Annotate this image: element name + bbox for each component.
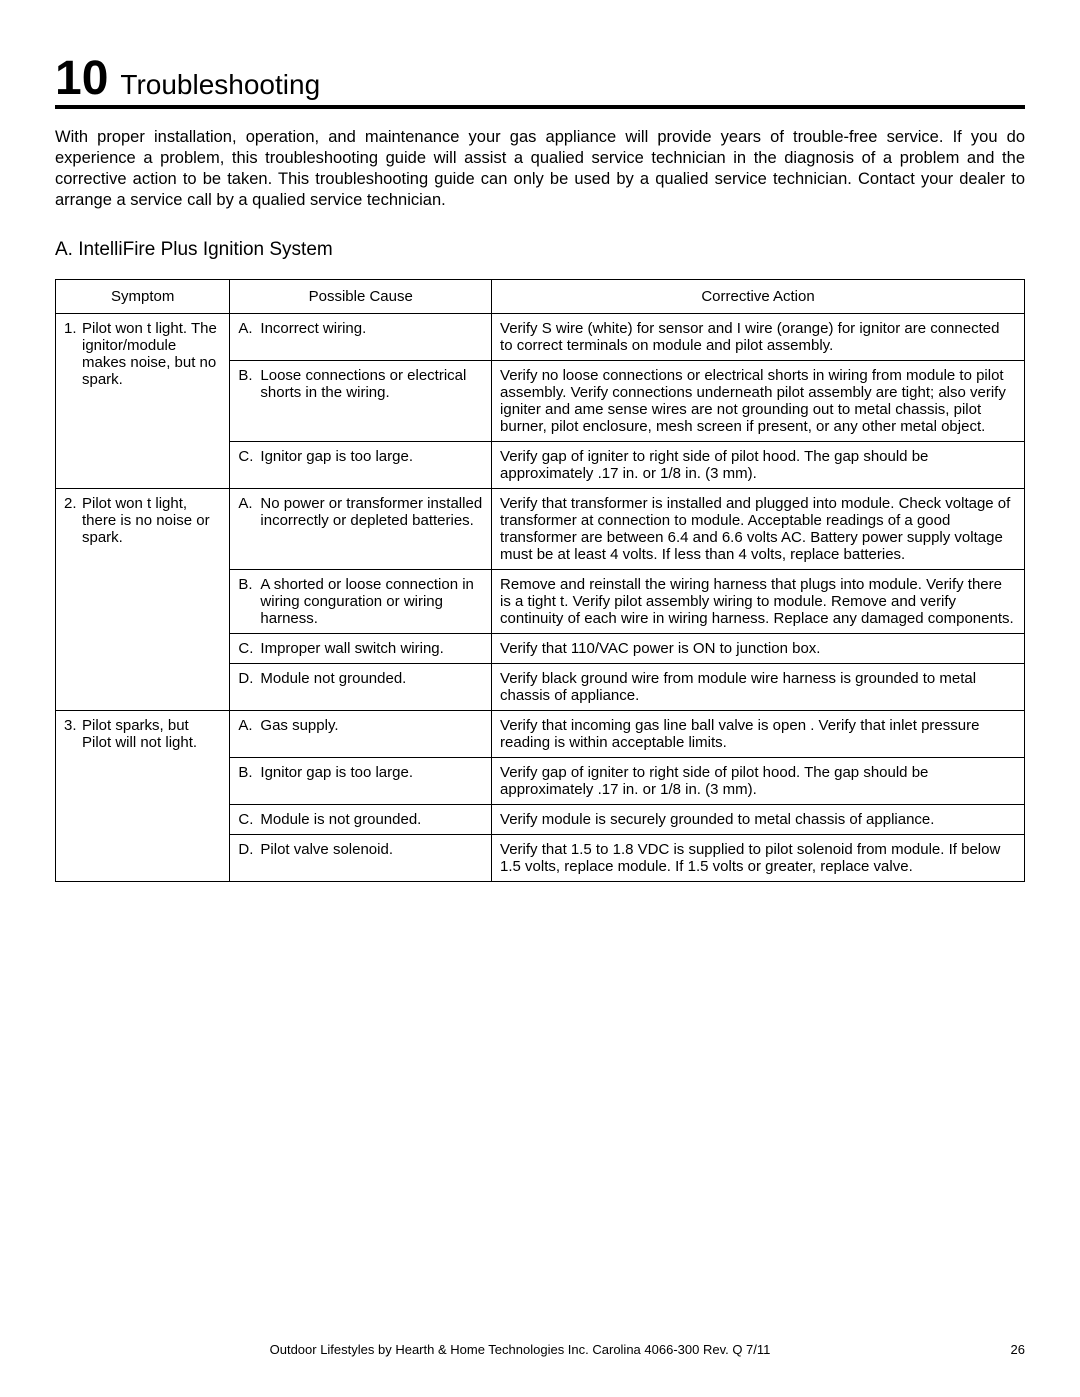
- cause-cell: C.Module is not grounded.: [230, 805, 492, 835]
- cause-text: Ignitor gap is too large.: [260, 764, 483, 781]
- symptom-cell: 2.Pilot won t light, there is no noise o…: [56, 489, 230, 711]
- cause-text: Improper wall switch wiring.: [260, 640, 483, 657]
- cause-letter: D.: [238, 841, 260, 858]
- symptom-text: Pilot sparks, but Pilot will not light.: [82, 717, 221, 751]
- symptom-text: Pilot won t light, there is no noise or …: [82, 495, 221, 546]
- cause-letter: C.: [238, 811, 260, 828]
- cause-letter: A.: [238, 495, 260, 529]
- table-row: 1.Pilot won t light. The ignitor/module …: [56, 314, 1025, 361]
- symptom-cell: 1.Pilot won t light. The ignitor/module …: [56, 314, 230, 489]
- intro-paragraph: With proper installation, operation, and…: [55, 127, 1025, 211]
- symptom-number: 2.: [64, 495, 82, 546]
- action-cell: Verify gap of igniter to right side of p…: [492, 442, 1025, 489]
- cause-text: Module not grounded.: [260, 670, 483, 687]
- cause-letter: C.: [238, 448, 260, 465]
- page-number: 26: [985, 1342, 1025, 1357]
- cause-cell: B.A shorted or loose connection in wirin…: [230, 570, 492, 634]
- page: 10 Troubleshooting With proper installat…: [0, 0, 1080, 1397]
- cause-cell: A.Gas supply.: [230, 711, 492, 758]
- cause-letter: D.: [238, 670, 260, 687]
- action-cell: Verify black ground wire from module wir…: [492, 664, 1025, 711]
- action-cell: Verify that transformer is installed and…: [492, 489, 1025, 570]
- header-action: Corrective Action: [492, 280, 1025, 314]
- cause-text: Module is not grounded.: [260, 811, 483, 828]
- section-header: 10 Troubleshooting: [55, 55, 1025, 109]
- cause-text: Gas supply.: [260, 717, 483, 734]
- cause-text: Loose connections or electrical shorts i…: [260, 367, 483, 401]
- cause-cell: D.Module not grounded.: [230, 664, 492, 711]
- symptom-number: 1.: [64, 320, 82, 388]
- cause-cell: B.Loose connections or electrical shorts…: [230, 361, 492, 442]
- action-cell: Verify that 110/VAC power is ON to junct…: [492, 634, 1025, 664]
- action-cell: Remove and reinstall the wiring harness …: [492, 570, 1025, 634]
- cause-text: No power or transformer installed incorr…: [260, 495, 483, 529]
- section-title: Troubleshooting: [120, 71, 320, 105]
- cause-text: Ignitor gap is too large.: [260, 448, 483, 465]
- cause-text: Pilot valve solenoid.: [260, 841, 483, 858]
- page-footer: Outdoor Lifestyles by Hearth & Home Tech…: [55, 1342, 1025, 1357]
- cause-letter: B.: [238, 764, 260, 781]
- cause-letter: C.: [238, 640, 260, 657]
- cause-letter: A.: [238, 320, 260, 337]
- table-row: 3.Pilot sparks, but Pilot will not light…: [56, 711, 1025, 758]
- cause-cell: A.No power or transformer installed inco…: [230, 489, 492, 570]
- cause-letter: A.: [238, 717, 260, 734]
- cause-cell: B.Ignitor gap is too large.: [230, 758, 492, 805]
- symptom-cell: 3.Pilot sparks, but Pilot will not light…: [56, 711, 230, 882]
- action-cell: Verify gap of igniter to right side of p…: [492, 758, 1025, 805]
- symptom-text: Pilot won t light. The ignitor/module ma…: [82, 320, 221, 388]
- action-cell: Verify no loose connections or electrica…: [492, 361, 1025, 442]
- cause-letter: B.: [238, 576, 260, 627]
- troubleshooting-table: Symptom Possible Cause Corrective Action…: [55, 279, 1025, 882]
- subsection-title: A. IntelliFire Plus Ignition System: [55, 239, 1025, 261]
- cause-cell: C.Improper wall switch wiring.: [230, 634, 492, 664]
- cause-text: A shorted or loose connection in wiring …: [260, 576, 483, 627]
- cause-cell: C.Ignitor gap is too large.: [230, 442, 492, 489]
- header-cause: Possible Cause: [230, 280, 492, 314]
- table-header-row: Symptom Possible Cause Corrective Action: [56, 280, 1025, 314]
- cause-letter: B.: [238, 367, 260, 401]
- footer-text: Outdoor Lifestyles by Hearth & Home Tech…: [55, 1342, 985, 1357]
- cause-cell: A.Incorrect wiring.: [230, 314, 492, 361]
- action-cell: Verify module is securely grounded to me…: [492, 805, 1025, 835]
- action-cell: Verify S wire (white) for sensor and I w…: [492, 314, 1025, 361]
- action-cell: Verify that 1.5 to 1.8 VDC is supplied t…: [492, 835, 1025, 882]
- cause-text: Incorrect wiring.: [260, 320, 483, 337]
- symptom-number: 3.: [64, 717, 82, 751]
- section-number: 10: [55, 55, 108, 103]
- table-row: 2.Pilot won t light, there is no noise o…: [56, 489, 1025, 570]
- header-symptom: Symptom: [56, 280, 230, 314]
- cause-cell: D.Pilot valve solenoid.: [230, 835, 492, 882]
- action-cell: Verify that incoming gas line ball valve…: [492, 711, 1025, 758]
